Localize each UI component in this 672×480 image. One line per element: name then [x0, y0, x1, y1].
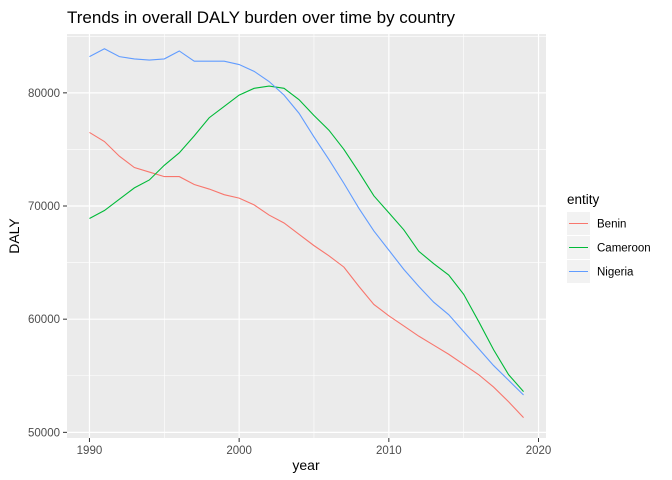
major-grid	[67, 34, 546, 438]
legend: entity Benin Cameroon Nigeria	[567, 192, 651, 283]
legend-label: Benin	[597, 219, 626, 231]
x-tick-label: 2000	[226, 445, 252, 457]
legend-title: entity	[567, 192, 600, 207]
legend-label: Nigeria	[597, 267, 634, 279]
minor-grid	[67, 34, 546, 438]
y-tick-label: 60000	[28, 314, 60, 326]
series-lines	[89, 48, 524, 419]
x-axis: 1990 2000 2010 2020	[77, 438, 552, 457]
chart-title: Trends in overall DALY burden over time …	[67, 8, 456, 27]
x-tick-label: 2020	[526, 445, 552, 457]
y-tick-label: 80000	[28, 88, 60, 100]
plot-panel	[67, 34, 546, 438]
y-axis: 50000 60000 70000 80000	[28, 88, 67, 439]
x-tick-label: 2010	[376, 445, 402, 457]
legend-item-cameroon: Cameroon	[567, 236, 651, 259]
series-line-nigeria	[89, 48, 524, 396]
legend-item-benin: Benin	[567, 212, 626, 235]
x-tick-label: 1990	[77, 445, 103, 457]
y-tick-label: 70000	[28, 201, 60, 213]
legend-item-nigeria: Nigeria	[567, 260, 634, 283]
legend-label: Cameroon	[597, 243, 651, 255]
y-axis-title: DALY	[6, 218, 22, 254]
x-axis-title: year	[292, 457, 320, 473]
series-line-cameroon	[89, 85, 524, 392]
series-line-benin	[89, 131, 524, 419]
y-tick-label: 50000	[28, 427, 60, 439]
